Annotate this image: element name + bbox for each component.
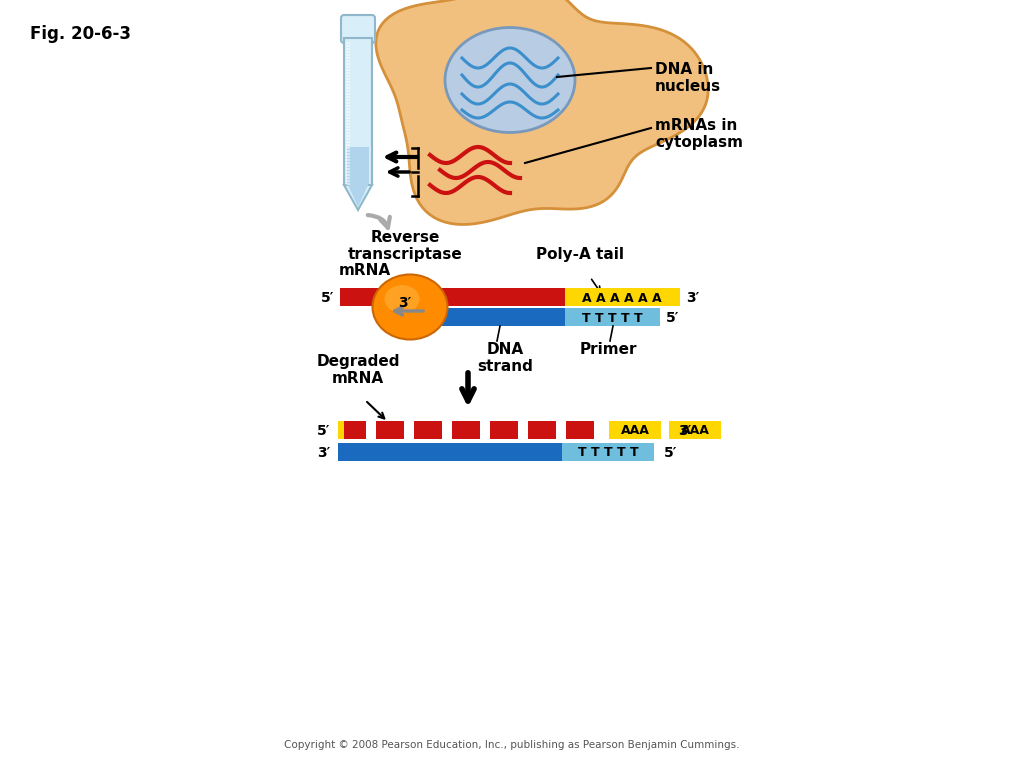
Text: mRNA: mRNA bbox=[339, 263, 391, 278]
Text: 5′: 5′ bbox=[666, 311, 679, 325]
Text: DNA in
nucleus: DNA in nucleus bbox=[655, 62, 721, 94]
Text: mRNAs in
cytoplasm: mRNAs in cytoplasm bbox=[655, 118, 743, 151]
Polygon shape bbox=[376, 0, 709, 224]
FancyBboxPatch shape bbox=[338, 421, 344, 439]
Text: T T T T T: T T T T T bbox=[582, 312, 642, 325]
FancyBboxPatch shape bbox=[566, 421, 594, 439]
Text: 3′: 3′ bbox=[316, 446, 330, 460]
FancyBboxPatch shape bbox=[669, 421, 721, 439]
Polygon shape bbox=[344, 185, 372, 210]
FancyBboxPatch shape bbox=[562, 443, 654, 461]
Text: 3′: 3′ bbox=[411, 311, 424, 325]
FancyBboxPatch shape bbox=[452, 421, 480, 439]
Text: 3′: 3′ bbox=[686, 291, 699, 305]
FancyBboxPatch shape bbox=[340, 288, 680, 306]
Text: T T T T T: T T T T T bbox=[578, 446, 638, 459]
FancyBboxPatch shape bbox=[528, 421, 556, 439]
FancyBboxPatch shape bbox=[565, 308, 660, 326]
FancyBboxPatch shape bbox=[344, 38, 372, 185]
Ellipse shape bbox=[445, 28, 575, 133]
Text: Fig. 20-6-3: Fig. 20-6-3 bbox=[30, 25, 131, 43]
FancyBboxPatch shape bbox=[341, 15, 375, 43]
Text: DNA
strand: DNA strand bbox=[477, 342, 532, 375]
Text: 5′: 5′ bbox=[316, 424, 330, 438]
Text: 3′: 3′ bbox=[398, 296, 412, 310]
Text: 3′: 3′ bbox=[678, 424, 691, 438]
Text: Primer: Primer bbox=[580, 342, 637, 357]
Text: Reverse
transcriptase: Reverse transcriptase bbox=[347, 230, 463, 262]
FancyBboxPatch shape bbox=[430, 308, 565, 326]
FancyBboxPatch shape bbox=[338, 421, 366, 439]
FancyBboxPatch shape bbox=[609, 421, 662, 439]
Text: 5′: 5′ bbox=[321, 291, 334, 305]
Text: AAA: AAA bbox=[681, 425, 710, 438]
FancyBboxPatch shape bbox=[376, 421, 404, 439]
FancyBboxPatch shape bbox=[490, 421, 518, 439]
Text: A A A A A A: A A A A A A bbox=[583, 292, 662, 304]
Text: Degraded
mRNA: Degraded mRNA bbox=[316, 354, 399, 386]
Polygon shape bbox=[347, 183, 369, 207]
Ellipse shape bbox=[384, 285, 420, 313]
Text: Copyright © 2008 Pearson Education, Inc., publishing as Pearson Benjamin Cumming: Copyright © 2008 Pearson Education, Inc.… bbox=[285, 740, 739, 750]
Polygon shape bbox=[347, 147, 369, 183]
Ellipse shape bbox=[373, 274, 447, 339]
Text: Poly-A tail: Poly-A tail bbox=[536, 247, 624, 262]
Text: 5′: 5′ bbox=[664, 446, 677, 460]
Text: AAA: AAA bbox=[621, 425, 649, 438]
FancyBboxPatch shape bbox=[414, 421, 442, 439]
FancyBboxPatch shape bbox=[338, 443, 562, 461]
FancyBboxPatch shape bbox=[565, 288, 680, 306]
